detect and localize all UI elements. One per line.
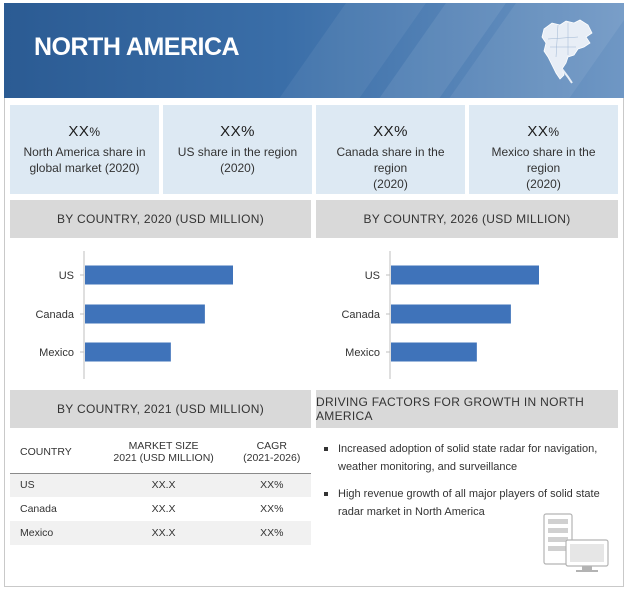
table-row: US XX.X XX% — [10, 473, 311, 497]
bar-canada — [391, 304, 511, 324]
bar-us — [85, 265, 233, 285]
factor-item: High revenue growth of all major players… — [322, 485, 612, 521]
table-row: Canada XX.X XX% — [10, 497, 311, 521]
cell-size: XX.X — [94, 521, 233, 545]
category-label: Canada — [341, 309, 380, 321]
kpi-label: US share in the region (2020) — [177, 145, 298, 175]
kpi-label: North America share in global market (202… — [23, 145, 146, 175]
table-row: Mexico XX.X XX% — [10, 521, 311, 545]
kpi-value: XX% — [68, 123, 101, 140]
header-banner: NORTH AMERICA — [4, 3, 624, 98]
chart-2026: US Canada Mexico — [316, 245, 618, 383]
kpi-mexico-share: XX% Mexico share in the region (2020) — [469, 105, 618, 194]
chart-2020-title: BY COUNTRY, 2020 (USD MILLION) — [10, 200, 311, 238]
category-label: Canada — [35, 309, 74, 321]
kpi-canada-share: XX% Canada share in the region (2020) — [316, 105, 465, 194]
kpi-label: Mexico share in the region (2020) — [491, 145, 596, 191]
chart-2020: US Canada Mexico — [10, 245, 311, 383]
kpi-value: XX% — [373, 123, 408, 140]
bar-mexico — [391, 342, 477, 362]
cell-size: XX.X — [94, 497, 233, 521]
category-label: Mexico — [39, 347, 74, 359]
factor-item: Increased adoption of solid state radar … — [322, 440, 612, 476]
cell-cagr: XX% — [232, 473, 311, 497]
cell-country: Canada — [10, 497, 95, 521]
cell-country: Mexico — [10, 521, 95, 545]
bar-us — [391, 265, 539, 285]
cell-cagr: XX% — [232, 497, 311, 521]
kpi-label: Canada share in the region (2020) — [336, 145, 445, 191]
kpi-value: XX% — [220, 123, 255, 140]
header-country: COUNTRY — [20, 446, 72, 459]
chart-2020-svg: US Canada Mexico — [35, 251, 233, 379]
north-america-map-icon — [541, 19, 593, 84]
cell-country: US — [10, 473, 95, 497]
market-size-table: COUNTRY MARKET SIZE 2021 (USD MILLION) CA… — [10, 432, 311, 545]
chart-2026-svg: US Canada Mexico — [341, 251, 539, 379]
driving-factors-list: Increased adoption of solid state radar … — [322, 440, 612, 530]
cell-size: XX.X — [94, 473, 233, 497]
kpi-value: XX% — [527, 123, 560, 140]
region-title: NORTH AMERICA — [34, 33, 240, 61]
kpi-row: XX% North America share in global market … — [10, 105, 618, 194]
server-monitor-icon — [543, 513, 609, 572]
kpi-us-share: XX% US share in the region (2020) — [163, 105, 312, 194]
bar-canada — [85, 304, 205, 324]
chart-2026-title: BY COUNTRY, 2026 (USD MILLION) — [316, 200, 618, 238]
category-label: US — [365, 270, 380, 282]
factors-title: DRIVING FACTORS FOR GROWTH IN NORTH AMER… — [316, 390, 618, 428]
header-market-size: MARKET SIZE 2021 (USD MILLION) — [113, 440, 214, 465]
header-cagr: CAGR (2021-2026) — [243, 440, 301, 465]
table-header-row: COUNTRY MARKET SIZE 2021 (USD MILLION) CA… — [10, 432, 311, 473]
cell-cagr: XX% — [232, 521, 311, 545]
kpi-north-america-share: XX% North America share in global market … — [10, 105, 159, 194]
bar-mexico — [85, 342, 171, 362]
category-label: Mexico — [345, 347, 380, 359]
category-label: US — [59, 270, 74, 282]
table-title: BY COUNTRY, 2021 (USD MILLION) — [10, 390, 311, 428]
